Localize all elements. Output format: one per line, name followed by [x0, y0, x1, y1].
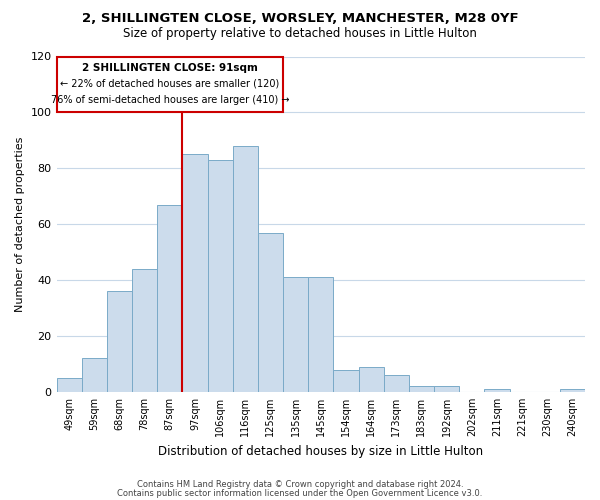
Text: 2 SHILLINGTEN CLOSE: 91sqm: 2 SHILLINGTEN CLOSE: 91sqm — [82, 62, 258, 72]
Bar — [383, 375, 409, 392]
Bar — [182, 154, 208, 392]
Text: ← 22% of detached houses are smaller (120): ← 22% of detached houses are smaller (12… — [60, 78, 280, 88]
Bar — [359, 367, 383, 392]
Text: Size of property relative to detached houses in Little Hulton: Size of property relative to detached ho… — [123, 26, 477, 40]
Bar — [434, 386, 459, 392]
Bar — [208, 160, 233, 392]
Bar — [233, 146, 258, 392]
FancyBboxPatch shape — [56, 56, 283, 112]
Bar — [560, 389, 585, 392]
Bar — [157, 204, 182, 392]
Text: Contains public sector information licensed under the Open Government Licence v3: Contains public sector information licen… — [118, 488, 482, 498]
Bar — [409, 386, 434, 392]
Bar — [82, 358, 107, 392]
Bar — [132, 269, 157, 392]
Bar — [56, 378, 82, 392]
X-axis label: Distribution of detached houses by size in Little Hulton: Distribution of detached houses by size … — [158, 444, 484, 458]
Text: Contains HM Land Registry data © Crown copyright and database right 2024.: Contains HM Land Registry data © Crown c… — [137, 480, 463, 489]
Bar — [258, 232, 283, 392]
Bar — [283, 278, 308, 392]
Y-axis label: Number of detached properties: Number of detached properties — [15, 136, 25, 312]
Text: 76% of semi-detached houses are larger (410) →: 76% of semi-detached houses are larger (… — [50, 95, 289, 105]
Bar — [484, 389, 509, 392]
Text: 2, SHILLINGTEN CLOSE, WORSLEY, MANCHESTER, M28 0YF: 2, SHILLINGTEN CLOSE, WORSLEY, MANCHESTE… — [82, 12, 518, 26]
Bar — [107, 292, 132, 392]
Bar — [308, 278, 334, 392]
Bar — [334, 370, 359, 392]
